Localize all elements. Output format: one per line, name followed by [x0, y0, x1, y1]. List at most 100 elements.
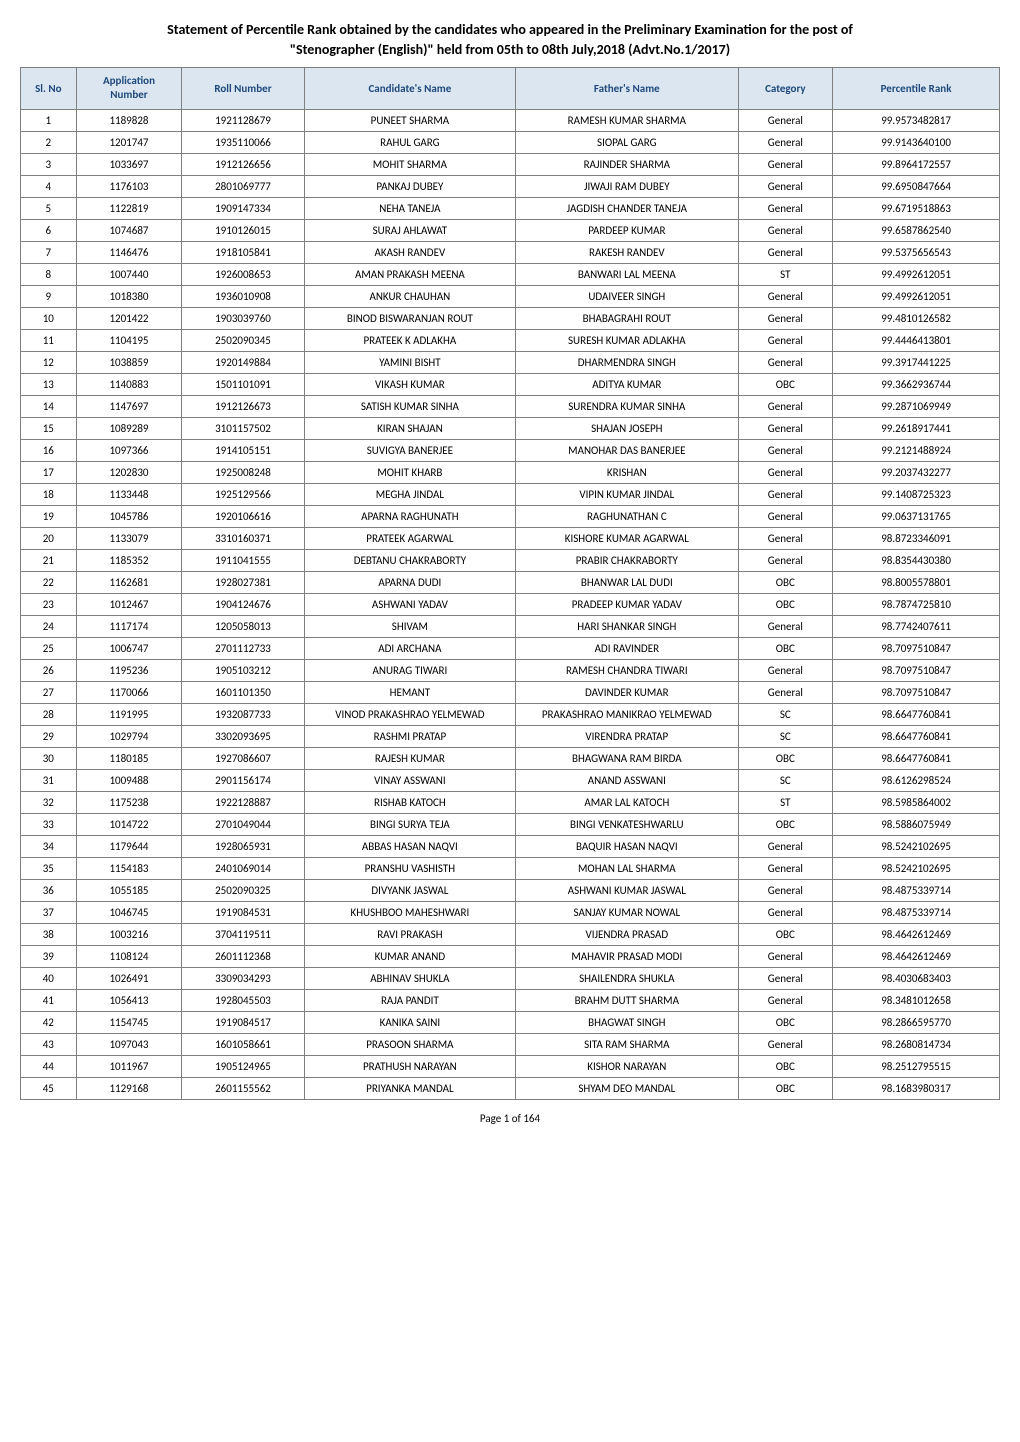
cell-candidate: SUVIGYA BANERJEE — [304, 439, 515, 461]
table-row: 2510067472701112733ADI ARCHANAADI RAVIND… — [21, 637, 1000, 659]
cell-appnum: 1140883 — [76, 373, 182, 395]
cell-father: ANAND ASSWANI — [516, 769, 739, 791]
table-row: 4010264913309034293ABHINAV SHUKLASHAILEN… — [21, 967, 1000, 989]
cell-candidate: ABBAS HASAN NAQVI — [304, 835, 515, 857]
cell-percentile: 99.9143640100 — [833, 131, 1000, 153]
table-row: 3810032163704119511RAVI PRAKASHVIJENDRA … — [21, 923, 1000, 945]
table-row: 3110094882901156174VINAY ASSWANIANAND AS… — [21, 769, 1000, 791]
cell-candidate: RISHAB KATOCH — [304, 791, 515, 813]
cell-rollnum: 1905124965 — [182, 1055, 304, 1077]
table-body: 111898281921128679PUNEET SHARMARAMESH KU… — [21, 109, 1000, 1099]
cell-category: OBC — [738, 747, 833, 769]
cell-slno: 15 — [21, 417, 77, 439]
cell-category: General — [738, 483, 833, 505]
cell-appnum: 1154745 — [76, 1011, 182, 1033]
cell-appnum: 1175238 — [76, 791, 182, 813]
cell-candidate: HEMANT — [304, 681, 515, 703]
cell-rollnum: 1911041555 — [182, 549, 304, 571]
cell-category: OBC — [738, 571, 833, 593]
cell-father: UDAIVEER SINGH — [516, 285, 739, 307]
table-row: 1910457861920106616APARNA RAGHUNATHRAGHU… — [21, 505, 1000, 527]
cell-percentile: 98.5242102695 — [833, 857, 1000, 879]
header-father: Father's Name — [516, 68, 739, 110]
cell-candidate: MEGHA JINDAL — [304, 483, 515, 505]
cell-slno: 18 — [21, 483, 77, 505]
cell-appnum: 1014722 — [76, 813, 182, 835]
cell-candidate: PRANSHU VASHISTH — [304, 857, 515, 879]
cell-slno: 37 — [21, 901, 77, 923]
cell-percentile: 98.4030683403 — [833, 967, 1000, 989]
cell-rollnum: 1910126015 — [182, 219, 304, 241]
cell-slno: 41 — [21, 989, 77, 1011]
table-row: 1510892893101157502KIRAN SHAJANSHAJAN JO… — [21, 417, 1000, 439]
cell-percentile: 99.9573482817 — [833, 109, 1000, 131]
cell-father: KRISHAN — [516, 461, 739, 483]
cell-appnum: 1097043 — [76, 1033, 182, 1055]
cell-appnum: 1029794 — [76, 725, 182, 747]
cell-rollnum: 1501101091 — [182, 373, 304, 395]
cell-father: BANWARI LAL MEENA — [516, 263, 739, 285]
cell-father: MAHAVIR PRASAD MODI — [516, 945, 739, 967]
header-rollnum: Roll Number — [182, 68, 304, 110]
cell-slno: 14 — [21, 395, 77, 417]
page-title: Statement of Percentile Rank obtained by… — [20, 20, 1000, 59]
table-row: 411761032801069777PANKAJ DUBEYJIWAJI RAM… — [21, 175, 1000, 197]
cell-appnum: 1055185 — [76, 879, 182, 901]
cell-slno: 2 — [21, 131, 77, 153]
table-header-row: Sl. No Application Number Roll Number Ca… — [21, 68, 1000, 110]
table-row: 3011801851927086607RAJESH KUMARBHAGWANA … — [21, 747, 1000, 769]
cell-category: General — [738, 879, 833, 901]
cell-rollnum: 2601112368 — [182, 945, 304, 967]
cell-rollnum: 2701112733 — [182, 637, 304, 659]
cell-percentile: 98.7097510847 — [833, 637, 1000, 659]
cell-appnum: 1202830 — [76, 461, 182, 483]
cell-slno: 25 — [21, 637, 77, 659]
cell-slno: 12 — [21, 351, 77, 373]
cell-rollnum: 1935110066 — [182, 131, 304, 153]
cell-percentile: 99.2871069949 — [833, 395, 1000, 417]
cell-candidate: RAJESH KUMAR — [304, 747, 515, 769]
header-appnum-line2: Number — [110, 88, 147, 101]
cell-father: PRAKASHRAO MANIKRAO YELMEWAD — [516, 703, 739, 725]
cell-category: General — [738, 901, 833, 923]
cell-candidate: DIVYANK JASWAL — [304, 879, 515, 901]
cell-appnum: 1146476 — [76, 241, 182, 263]
cell-appnum: 1122819 — [76, 197, 182, 219]
cell-appnum: 1007440 — [76, 263, 182, 285]
cell-rollnum: 1919084517 — [182, 1011, 304, 1033]
cell-father: HARI SHANKAR SINGH — [516, 615, 739, 637]
cell-rollnum: 2502090325 — [182, 879, 304, 901]
cell-category: General — [738, 945, 833, 967]
table-row: 3911081242601112368KUMAR ANANDMAHAVIR PR… — [21, 945, 1000, 967]
cell-percentile: 98.6126298524 — [833, 769, 1000, 791]
cell-appnum: 1185352 — [76, 549, 182, 571]
table-row: 4511291682601155562PRIYANKA MANDALSHYAM … — [21, 1077, 1000, 1099]
cell-percentile: 99.2037432277 — [833, 461, 1000, 483]
cell-category: General — [738, 527, 833, 549]
table-row: 3411796441928065931ABBAS HASAN NAQVIBAQU… — [21, 835, 1000, 857]
cell-appnum: 1108124 — [76, 945, 182, 967]
cell-category: OBC — [738, 593, 833, 615]
table-row: 1610973661914105151SUVIGYA BANERJEEMANOH… — [21, 439, 1000, 461]
cell-slno: 31 — [21, 769, 77, 791]
cell-category: General — [738, 395, 833, 417]
cell-slno: 35 — [21, 857, 77, 879]
table-row: 2310124671904124676ASHWANI YADAVPRADEEP … — [21, 593, 1000, 615]
cell-percentile: 98.5886075949 — [833, 813, 1000, 835]
cell-category: General — [738, 659, 833, 681]
cell-slno: 4 — [21, 175, 77, 197]
cell-rollnum: 1921128679 — [182, 109, 304, 131]
cell-slno: 1 — [21, 109, 77, 131]
table-row: 3710467451919084531KHUSHBOO MAHESHWARISA… — [21, 901, 1000, 923]
cell-category: OBC — [738, 1011, 833, 1033]
cell-slno: 28 — [21, 703, 77, 725]
cell-percentile: 98.8354430380 — [833, 549, 1000, 571]
cell-appnum: 1038859 — [76, 351, 182, 373]
cell-appnum: 1154183 — [76, 857, 182, 879]
cell-slno: 40 — [21, 967, 77, 989]
cell-category: General — [738, 153, 833, 175]
cell-slno: 42 — [21, 1011, 77, 1033]
cell-candidate: NEHA TANEJA — [304, 197, 515, 219]
cell-father: RAJINDER SHARMA — [516, 153, 739, 175]
cell-appnum: 1006747 — [76, 637, 182, 659]
